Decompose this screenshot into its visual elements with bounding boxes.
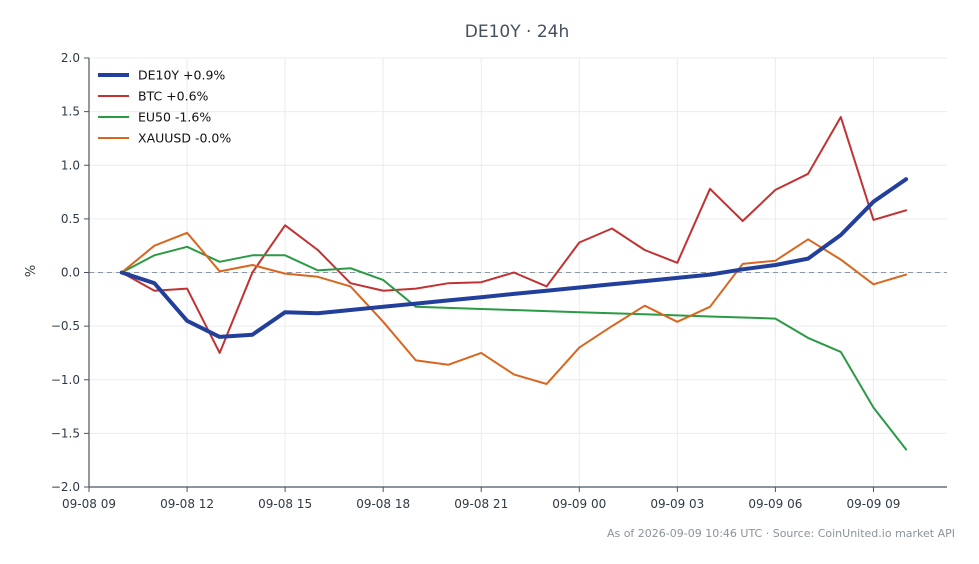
legend-label-btc: BTC +0.6% [138,89,209,104]
x-tick-label: 09-09 09 [846,497,900,511]
y-ticks: −2.0 −1.5 −1.0 −0.5 0.0 0.5 1.0 1.5 2.0 [51,51,89,494]
y-tick-label: 1.5 [61,105,80,119]
chart-title: DE10Y · 24h [465,22,569,42]
legend-label-xauusd: XAUUSD -0.0% [138,131,231,146]
x-tick-label: 09-08 12 [160,497,214,511]
x-tick-label: 09-09 03 [650,497,704,511]
series-line-de10y [119,177,909,339]
y-tick-label: −1.5 [51,426,80,440]
series-line-btc [120,116,908,354]
series-line-eu50 [120,245,908,451]
x-tick-label: 09-08 15 [258,497,312,511]
legend-label-eu50: EU50 -1.6% [138,110,211,125]
y-tick-label: −2.0 [51,480,80,494]
series-line-xauusd [120,231,908,385]
x-tick-label: 09-08 21 [454,497,508,511]
y-tick-label: −1.0 [51,373,80,387]
footer-source: As of 2026-09-09 10:46 UTC · Source: Coi… [607,527,955,540]
series-lines [119,116,909,451]
x-ticks: 09-08 09 09-08 12 09-08 15 09-08 18 09-08 21… [62,487,900,511]
y-tick-label: 1.0 [61,158,80,172]
y-axis-label: % [24,265,39,277]
x-tick-label: 09-08 18 [356,497,410,511]
x-tick-label: 09-09 00 [552,497,606,511]
y-tick-label: 0.0 [61,266,80,280]
y-tick-label: 0.5 [61,212,80,226]
y-tick-label: 2.0 [61,51,80,65]
x-tick-label: 09-08 09 [62,497,116,511]
legend-label-de10y: DE10Y +0.9% [138,68,225,83]
x-tick-label: 09-09 06 [748,497,802,511]
y-tick-label: −0.5 [51,319,80,333]
legend: DE10Y +0.9% BTC +0.6% EU50 -1.6% XAUUSD -0.… [98,68,231,146]
